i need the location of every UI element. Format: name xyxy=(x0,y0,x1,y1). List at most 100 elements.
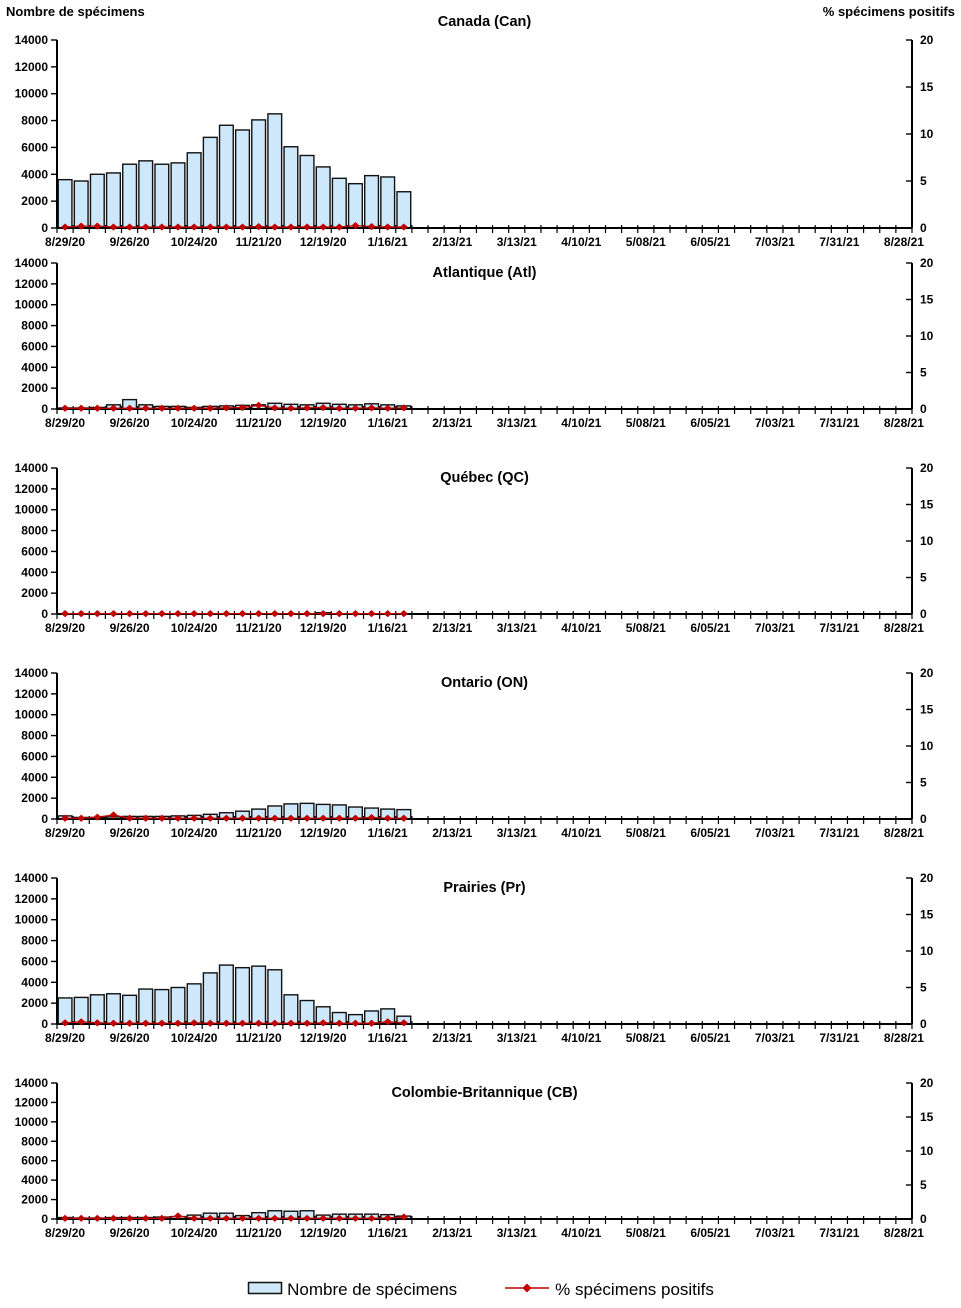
diamond-marker xyxy=(61,223,70,231)
diamond-marker xyxy=(173,1019,182,1027)
svg-text:1/16/21: 1/16/21 xyxy=(368,416,408,430)
svg-text:10/24/20: 10/24/20 xyxy=(171,621,218,635)
chart-title: Ontario (ON) xyxy=(441,675,528,691)
pct-positive-line xyxy=(61,1018,408,1027)
diamond-marker xyxy=(206,223,215,231)
svg-text:6/05/21: 6/05/21 xyxy=(690,1031,730,1045)
svg-text:4/10/21: 4/10/21 xyxy=(561,1031,601,1045)
svg-text:10000: 10000 xyxy=(15,708,49,722)
diamond-marker xyxy=(77,404,86,412)
diamond-marker xyxy=(238,610,247,618)
svg-text:12/19/20: 12/19/20 xyxy=(300,1226,347,1240)
svg-text:2000: 2000 xyxy=(21,194,48,208)
svg-text:10: 10 xyxy=(920,534,934,548)
bar xyxy=(283,146,299,229)
svg-text:7/03/21: 7/03/21 xyxy=(755,416,795,430)
svg-text:15: 15 xyxy=(920,908,934,922)
svg-text:12000: 12000 xyxy=(15,1095,49,1109)
svg-text:7/31/21: 7/31/21 xyxy=(819,1031,859,1045)
diamond-marker xyxy=(173,1212,182,1220)
svg-text:2/13/21: 2/13/21 xyxy=(432,621,472,635)
svg-text:4/10/21: 4/10/21 xyxy=(561,235,601,249)
diamond-marker xyxy=(190,404,199,412)
chart-title: Colombie-Britannique (CB) xyxy=(391,1085,577,1101)
svg-text:10000: 10000 xyxy=(15,298,49,312)
svg-text:14000: 14000 xyxy=(15,1077,49,1090)
svg-text:4/10/21: 4/10/21 xyxy=(561,1226,601,1240)
bar xyxy=(234,966,251,1025)
diamond-marker xyxy=(93,1214,102,1222)
diamond-marker xyxy=(61,610,70,618)
svg-text:2/13/21: 2/13/21 xyxy=(432,1226,472,1240)
svg-text:14000: 14000 xyxy=(15,257,49,270)
svg-text:1/16/21: 1/16/21 xyxy=(368,1226,408,1240)
combo-chart-svg: Québec (QC) 0 2000 4000 6000 8000 10000 12000 14… xyxy=(15,461,934,635)
svg-text:4000: 4000 xyxy=(21,1173,48,1187)
chart-prairies-pr: Prairies (Pr) 0 2000 4000 6000 8000 10000 12000… xyxy=(0,871,961,1077)
svg-text:Nombre de spécimens: Nombre de spécimens xyxy=(6,4,145,19)
diamond-marker xyxy=(206,1214,215,1222)
svg-text:8/29/20: 8/29/20 xyxy=(45,621,85,635)
y-left-axis: 0 2000 4000 6000 8000 10000 12000 14000 xyxy=(15,461,58,621)
bar xyxy=(105,172,122,229)
diamond-marker xyxy=(286,223,295,231)
svg-text:2/13/21: 2/13/21 xyxy=(432,826,472,840)
pct-positive-line xyxy=(61,1212,408,1222)
bars xyxy=(57,964,412,1025)
chart-title: Canada (Can) xyxy=(438,14,532,30)
diamond-marker xyxy=(125,1019,134,1027)
chart-title: Atlantique (Atl) xyxy=(433,265,537,281)
y-right-axis: 0 5 10 15 20 xyxy=(906,461,934,621)
bar xyxy=(138,988,154,1025)
diamond-marker xyxy=(77,814,86,822)
chart-quebec-qc: Québec (QC) 0 2000 4000 6000 8000 10000 12000 14… xyxy=(0,461,961,667)
svg-text:10000: 10000 xyxy=(15,913,49,927)
y-right-axis: 0 5 10 15 20 xyxy=(906,666,934,826)
bar xyxy=(283,994,299,1025)
svg-text:1/16/21: 1/16/21 xyxy=(368,621,408,635)
diamond-marker xyxy=(93,222,102,230)
diamond-marker xyxy=(206,1019,215,1027)
svg-text:% spécimens positifs: % spécimens positifs xyxy=(823,4,955,19)
bar xyxy=(251,965,267,1025)
svg-text:7/03/21: 7/03/21 xyxy=(755,235,795,249)
bars xyxy=(57,113,412,229)
svg-text:4000: 4000 xyxy=(21,770,48,784)
pct-positive-line xyxy=(61,222,408,231)
svg-text:3/13/21: 3/13/21 xyxy=(497,621,537,635)
bar xyxy=(89,173,105,229)
bar xyxy=(186,983,202,1025)
svg-text:9/26/20: 9/26/20 xyxy=(110,235,150,249)
svg-text:4000: 4000 xyxy=(21,565,48,579)
svg-text:12000: 12000 xyxy=(15,892,49,906)
bar xyxy=(380,176,396,229)
diamond-marker xyxy=(157,610,166,618)
svg-text:12000: 12000 xyxy=(15,277,49,291)
svg-text:5: 5 xyxy=(920,366,927,380)
svg-text:7/31/21: 7/31/21 xyxy=(819,1226,859,1240)
svg-text:10: 10 xyxy=(920,127,934,141)
svg-text:11/21/20: 11/21/20 xyxy=(236,1226,282,1240)
x-axis: 8/29/20 9/26/20 10/24/20 11/21/20 12/19/20 1/… xyxy=(45,1216,924,1240)
svg-text:12/19/20: 12/19/20 xyxy=(300,416,347,430)
diamond-marker xyxy=(367,1019,376,1027)
svg-text:4000: 4000 xyxy=(21,975,48,989)
diamond-marker xyxy=(222,610,231,618)
svg-text:6/05/21: 6/05/21 xyxy=(690,826,730,840)
svg-text:10/24/20: 10/24/20 xyxy=(171,1226,218,1240)
svg-text:3/13/21: 3/13/21 xyxy=(497,826,537,840)
combo-chart-svg: Ontario (ON) 0 2000 4000 6000 8000 10000 12000 1… xyxy=(15,666,934,840)
diamond-marker xyxy=(270,1214,279,1222)
diamond-marker xyxy=(222,223,231,231)
svg-text:2000: 2000 xyxy=(21,1193,48,1207)
bar xyxy=(57,178,73,229)
svg-text:8/28/21: 8/28/21 xyxy=(884,1031,924,1045)
diamond-marker xyxy=(109,1019,118,1027)
svg-text:5/08/21: 5/08/21 xyxy=(626,1226,666,1240)
svg-text:11/21/20: 11/21/20 xyxy=(236,235,282,249)
diamond-marker xyxy=(190,610,199,618)
bar xyxy=(154,988,170,1025)
x-axis: 8/29/20 9/26/20 10/24/20 11/21/20 12/19/20 1/… xyxy=(45,225,924,249)
svg-text:8/29/20: 8/29/20 xyxy=(45,826,85,840)
svg-text:10/24/20: 10/24/20 xyxy=(171,416,218,430)
